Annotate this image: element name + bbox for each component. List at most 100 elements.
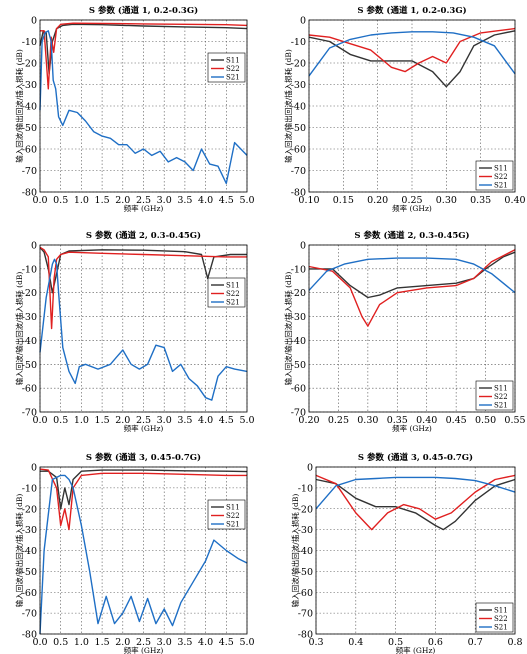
y-tick-label: -50 (298, 567, 313, 578)
x-tick-label: 3.5 (177, 637, 192, 648)
plot-frame (308, 19, 516, 193)
y-tick-label: -20 (298, 504, 313, 515)
x-tick-label: 5.0 (239, 195, 254, 206)
x-tick-label: 4.5 (219, 195, 234, 206)
x-tick-label: 4.0 (198, 195, 213, 206)
x-tick-label: 0.40 (504, 195, 525, 206)
y-tick-label: -10 (22, 264, 37, 275)
y-tick-label: 0 (307, 463, 313, 474)
x-tick-label: 1.5 (95, 195, 110, 206)
x-tick-label: 0.35 (387, 415, 408, 426)
series-line-s22 (40, 22, 248, 90)
chart-title: S 参数 (通道 1, 0.2-0.3G) (89, 5, 198, 16)
y-tick-label: -30 (22, 80, 37, 91)
y-tick-label: -20 (22, 288, 37, 299)
x-tick-label: 2.5 (136, 415, 151, 426)
x-tick-label: 0.5 (388, 637, 403, 648)
x-tick-label: 0.45 (446, 415, 467, 426)
x-tick-label: 0.50 (475, 415, 496, 426)
y-axis-label: 输入回波/输出回波/插入损耗 (dB) (290, 494, 300, 608)
legend-label-s11: S11 (494, 607, 508, 615)
chart-title: S 参数 (通道 3, 0.45-0.7G) (86, 452, 201, 463)
plot-frame (315, 466, 516, 635)
y-axis-label: 输入回波/输出回波/插入损耗 (dB) (283, 272, 293, 386)
x-axis-label: 频率 (GHz) (392, 203, 432, 213)
x-axis-label: 频率 (GHz) (124, 203, 164, 213)
series-line-s21 (39, 474, 248, 635)
y-tick-label: -70 (298, 609, 313, 620)
x-tick-label: 2.0 (115, 195, 130, 206)
chart-panel-3: 0.0 0.5 1.0 1.5 2.0 2.5 3.0 3.5 4.0 4.5 5.0 0 -10 -20… (14, 230, 255, 433)
y-tick-label: -40 (298, 546, 313, 557)
y-tick-label: -50 (291, 360, 306, 371)
x-tick-label: 4.0 (198, 637, 213, 648)
y-tick-label: -30 (291, 80, 306, 91)
x-tick-label: 2.5 (136, 637, 151, 648)
x-axis-label: 频率 (GHz) (392, 423, 432, 433)
y-tick-label: -20 (291, 59, 306, 70)
series-line-s21 (308, 257, 516, 294)
series-line-s21 (39, 258, 248, 401)
series-line-s11 (315, 478, 516, 531)
y-tick-label: -50 (291, 123, 306, 134)
series-line-s22 (39, 246, 247, 330)
y-tick-label: -40 (22, 546, 37, 557)
series-line-s11 (308, 30, 516, 88)
series-line-s22 (315, 474, 516, 531)
chart-title: S 参数 (通道 2, 0.3-0.45G) (354, 230, 469, 241)
y-tick-label: -10 (291, 37, 306, 48)
x-tick-label: 1.0 (74, 195, 89, 206)
y-tick-label: -80 (22, 188, 37, 199)
x-tick-label: 0.0 (32, 415, 47, 426)
x-tick-label: 0.40 (416, 415, 437, 426)
x-tick-label: 0.25 (401, 195, 422, 206)
x-tick-label: 0.0 (32, 637, 47, 648)
series-line-s22 (308, 27, 516, 73)
x-axis-label: 频率 (GHz) (396, 645, 436, 654)
x-tick-label: 4.0 (198, 415, 213, 426)
y-tick-label: 0 (31, 241, 37, 252)
x-tick-label: 0.30 (436, 195, 457, 206)
x-tick-label: 2.0 (115, 637, 130, 648)
legend-label-s21: S21 (226, 521, 240, 529)
legend-label-s11: S11 (494, 165, 508, 173)
chart-title: S 参数 (通道 1, 0.2-0.3G) (357, 5, 466, 16)
x-tick-label: 3.0 (157, 415, 172, 426)
y-tick-label: -20 (22, 504, 37, 515)
y-tick-label: -40 (291, 336, 306, 347)
legend-label-s11: S11 (494, 385, 508, 393)
y-tick-label: 0 (31, 463, 37, 474)
y-tick-label: -80 (291, 188, 306, 199)
y-tick-label: -10 (291, 264, 306, 275)
series-line-s22 (308, 249, 516, 327)
y-tick-label: -70 (22, 408, 37, 419)
y-tick-label: -40 (291, 102, 306, 113)
plot-frame (39, 19, 248, 193)
series-line-s21 (308, 31, 516, 77)
x-tick-label: 5.0 (239, 637, 254, 648)
y-tick-label: -60 (291, 384, 306, 395)
x-tick-label: 0.20 (367, 195, 388, 206)
x-tick-label: 0.7 (468, 637, 483, 648)
y-tick-label: 0 (31, 16, 37, 27)
x-tick-label: 0.30 (357, 415, 378, 426)
x-tick-label: 0.5 (53, 637, 68, 648)
y-tick-label: -80 (22, 630, 37, 641)
x-tick-label: 0.20 (298, 415, 319, 426)
plot-frame (308, 244, 516, 413)
chart-panel-2: 0.10 0.15 0.20 0.25 0.30 0.35 0.40 0 -10 -20 -30 -4… (283, 5, 526, 213)
chart-panel-5: 0.0 0.5 1.0 1.5 2.0 2.5 3.0 3.5 4.0 4.5 5.0 0 -10 -20… (14, 452, 255, 654)
legend-label-s21: S21 (226, 74, 240, 82)
y-tick-label: -50 (22, 360, 37, 371)
y-tick-label: -40 (22, 102, 37, 113)
y-tick-label: -10 (22, 37, 37, 48)
plot-frame (39, 466, 248, 635)
x-axis-label: 频率 (GHz) (124, 423, 164, 433)
y-tick-label: -20 (291, 288, 306, 299)
x-tick-label: 0.35 (470, 195, 491, 206)
y-tick-label: -70 (291, 408, 306, 419)
y-tick-label: -10 (22, 483, 37, 494)
x-tick-label: 0.8 (507, 637, 522, 648)
y-tick-label: 0 (300, 241, 306, 252)
